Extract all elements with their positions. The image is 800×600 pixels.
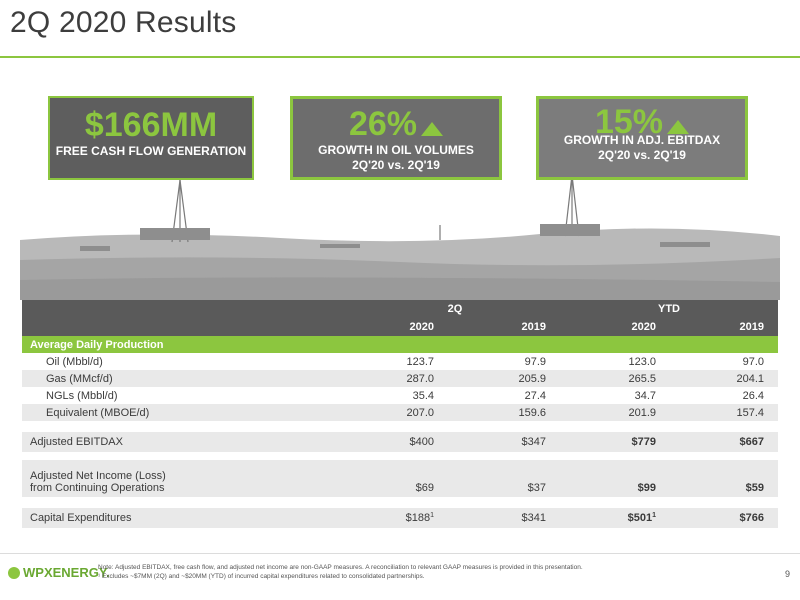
table-row: Gas (MMcf/d) 287.0 205.9 265.5 204.1 — [22, 370, 778, 387]
cell: 97.9 — [524, 355, 546, 368]
cell-value: $188 — [405, 512, 431, 524]
cell: $59 — [670, 460, 778, 497]
kpi-label: GROWTH IN OIL VOLUMES — [318, 143, 474, 157]
table-row-ebitdax: Adjusted EBITDAX $400 $347 $779 $667 — [22, 432, 778, 452]
cell: $766 — [670, 508, 778, 528]
group-header-row: 2Q YTD — [22, 300, 778, 318]
cell: $5011 — [560, 508, 670, 528]
kpi-ebitdax-growth: 15% GROWTH IN ADJ. EBITDAX 2Q'20 vs. 2Q'… — [536, 96, 748, 180]
cell: 204.1 — [670, 370, 778, 387]
section-label: Average Daily Production — [22, 336, 778, 353]
kpi-comparison: 2Q'20 vs. 2Q'19 — [598, 148, 686, 162]
footnote-line: ¹ Excludes ~$7MM (2Q) and ~$20MM (YTD) o… — [98, 573, 425, 580]
cell: 201.9 — [560, 404, 670, 421]
kpi-label: GROWTH IN ADJ. EBITDAX — [563, 133, 721, 147]
cell: $99 — [560, 460, 670, 497]
results-table: 2Q YTD 2020 2019 2020 2019 Average Daily… — [22, 300, 778, 528]
kpi-oil-volume-growth: 26% GROWTH IN OIL VOLUMES 2Q'20 vs. 2Q'1… — [290, 96, 502, 180]
page-number: 9 — [784, 569, 790, 579]
oilfield-background-image — [20, 170, 780, 300]
row-label: Gas (MMcf/d) — [22, 370, 350, 387]
footnote-line: Note: Adjusted EBITDAX, free cash flow, … — [98, 564, 583, 571]
row-label-line: Adjusted Net Income (Loss) — [30, 470, 166, 482]
header-year: 2019 — [448, 318, 560, 336]
table-row-net-income: Adjusted Net Income (Loss) from Continui… — [22, 460, 778, 497]
cell: 26.4 — [742, 389, 764, 402]
up-triangle-icon — [667, 120, 690, 134]
header-ytd: YTD — [560, 300, 778, 318]
kpi-value: 26% — [348, 105, 418, 143]
kpi-free-cash-flow: $166MM FREE CASH FLOW GENERATION — [48, 96, 254, 180]
row-label: Adjusted Net Income (Loss) from Continui… — [22, 460, 350, 497]
row-label: NGLs (Mbbl/d) — [46, 389, 118, 402]
cell: $779 — [560, 432, 670, 452]
section-header-row: Average Daily Production — [22, 336, 778, 353]
header-year: 2020 — [350, 318, 448, 336]
header-2q: 2Q — [350, 300, 560, 318]
row-label-line: from Continuing Operations — [30, 482, 165, 494]
cell: $1881 — [350, 508, 448, 528]
up-triangle-icon — [421, 122, 444, 136]
cell: 287.0 — [350, 370, 448, 387]
cell: 27.4 — [524, 389, 546, 402]
table-row: Oil (Mbbl/d) 123.7 97.9 123.0 97.0 — [22, 353, 778, 370]
kpi-comparison: 2Q'20 vs. 2Q'19 — [352, 158, 440, 172]
cell: $341 — [448, 508, 560, 528]
footnote-marker: 1 — [430, 512, 434, 519]
cell: $667 — [670, 432, 778, 452]
kpi-label: FREE CASH FLOW GENERATION — [55, 144, 247, 158]
cell: 207.0 — [350, 404, 448, 421]
header-year: 2020 — [560, 318, 670, 336]
footnote-marker: 1 — [652, 512, 656, 519]
year-header-row: 2020 2019 2020 2019 — [22, 318, 778, 336]
row-label: Equivalent (MBOE/d) — [22, 404, 350, 421]
cell: $347 — [448, 432, 560, 452]
logo-mark-icon — [8, 566, 20, 579]
cell: $37 — [448, 460, 560, 497]
footnotes: Note: Adjusted EBITDAX, free cash flow, … — [98, 563, 718, 581]
cell: 123.7 — [406, 355, 434, 368]
logo-text: WPXENERGY. — [23, 565, 110, 580]
kpi-value: $166MM — [84, 106, 218, 144]
cell: 157.4 — [670, 404, 778, 421]
table-row-capex: Capital Expenditures $1881 $341 $5011 $7… — [22, 508, 778, 528]
kpi-value: 15% — [594, 103, 664, 141]
header-year: 2019 — [670, 318, 778, 336]
row-label: Adjusted EBITDAX — [22, 432, 350, 452]
cell: 205.9 — [448, 370, 560, 387]
title-divider — [0, 56, 800, 58]
cell-value: $501 — [627, 512, 653, 524]
cell: $400 — [350, 432, 448, 452]
row-label: Oil (Mbbl/d) — [46, 355, 103, 368]
row-label: Capital Expenditures — [22, 508, 350, 528]
footer-divider — [0, 553, 800, 554]
cell: 97.0 — [742, 355, 764, 368]
cell: 265.5 — [560, 370, 670, 387]
company-logo: WPXENERGY. — [8, 565, 110, 580]
cell: 123.0 — [628, 355, 656, 368]
cell: 35.4 — [412, 389, 434, 402]
page-title: 2Q 2020 Results — [10, 6, 237, 39]
table-row: Equivalent (MBOE/d) 207.0 159.6 201.9 15… — [22, 404, 778, 421]
table-row: NGLs (Mbbl/d) 35.4 27.4 34.7 26.4 — [22, 387, 778, 404]
cell: $69 — [350, 460, 448, 497]
cell: 34.7 — [634, 389, 656, 402]
cell: 159.6 — [448, 404, 560, 421]
